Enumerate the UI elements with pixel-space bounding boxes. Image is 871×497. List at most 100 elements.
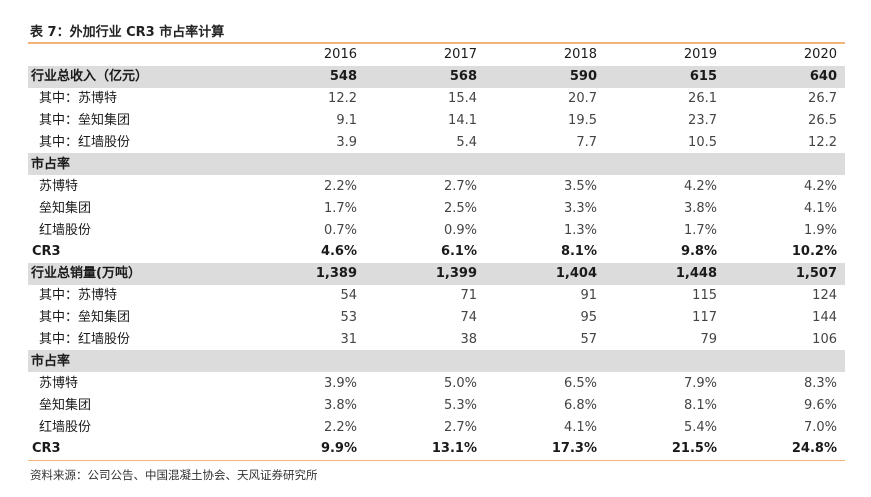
total-row: CR3 9.9% 13.1% 17.3% 21.5% 24.8% (28, 438, 845, 460)
value-cell: 1.3% (563, 222, 597, 238)
row-label: 垒知集团 (39, 397, 92, 413)
row-label: 行业总销量(万吨） (28, 262, 245, 285)
table-row: 其中：苏博特 12.2 15.4 20.7 26.1 26.7 (28, 88, 845, 110)
year-header: 2016 (323, 47, 357, 63)
value-cell: 1.7% (323, 200, 357, 216)
table-row: 红墙股份 2.2% 2.7% 4.1% 5.4% 7.0% (28, 416, 845, 438)
table-row: 红墙股份 0.7% 0.9% 1.3% 1.7% 1.9% (28, 219, 845, 241)
value-cell: 4.1% (803, 200, 837, 216)
header-row: 2016 2017 2018 2019 2020 (28, 44, 845, 66)
value-cell: 9.8% (680, 244, 717, 260)
value-cell: 54 (340, 288, 357, 304)
value-cell: 5.4% (683, 419, 717, 435)
value-cell: 2.5% (443, 200, 477, 216)
value-cell: 590 (485, 65, 605, 88)
value-cell: 14.1 (448, 113, 477, 129)
value-cell: 4.2% (803, 178, 837, 194)
value-cell: 1.9% (803, 222, 837, 238)
row-label: 其中：垒知集团 (39, 310, 131, 326)
value-cell: 3.9 (336, 135, 357, 150)
row-label: 苏博特 (39, 178, 79, 194)
value-cell: 31 (340, 332, 357, 348)
value-cell: 640 (725, 65, 845, 88)
value-cell: 12.2 (808, 135, 837, 150)
value-cell: 3.5% (563, 178, 597, 194)
value-cell (725, 153, 845, 176)
row-label: 其中：红墙股份 (39, 332, 131, 348)
value-cell: 24.8% (791, 441, 837, 457)
row-label: 其中：红墙股份 (39, 135, 131, 150)
value-cell: 8.1% (683, 397, 717, 413)
value-cell: 91 (580, 288, 597, 304)
table-row: 其中：红墙股份 31 38 57 79 106 (28, 329, 845, 351)
row-label: 行业总收入（亿元） (28, 65, 245, 88)
value-cell: 548 (245, 65, 365, 88)
table-title: 表 7：外加行业 CR3 市占率计算 (30, 25, 225, 40)
row-label: 苏博特 (39, 375, 79, 391)
year-header: 2020 (803, 47, 837, 63)
value-cell: 0.7% (323, 222, 357, 238)
row-label: CR3 (32, 441, 61, 457)
value-cell: 0.9% (443, 222, 477, 238)
row-label: CR3 (32, 244, 61, 260)
value-cell: 9.1 (336, 113, 357, 129)
source-note: 资料来源：公司公告、中国混凝土协会、天风证券研究所 (30, 468, 318, 482)
value-cell: 26.7 (808, 91, 837, 107)
value-cell: 2.2% (323, 419, 357, 435)
row-label: 市占率 (28, 350, 245, 373)
value-cell: 10.5 (688, 135, 717, 150)
value-cell: 3.8% (683, 200, 717, 216)
value-cell: 3.8% (323, 397, 357, 413)
value-cell: 71 (460, 288, 477, 304)
value-cell: 15.4 (448, 91, 477, 107)
value-cell: 26.5 (808, 113, 837, 129)
value-cell (245, 153, 365, 176)
value-cell: 1.7% (683, 222, 717, 238)
value-cell: 1,448 (605, 262, 725, 285)
value-cell: 4.2% (683, 178, 717, 194)
value-cell: 117 (692, 310, 717, 326)
value-cell: 5.3% (443, 397, 477, 413)
value-cell: 13.1% (431, 441, 477, 457)
value-cell (725, 350, 845, 373)
value-cell (605, 350, 725, 373)
data-table: 2016 2017 2018 2019 2020 行业总收入（亿元） 548 568… (28, 44, 845, 460)
year-header: 2018 (563, 47, 597, 63)
value-cell: 1,404 (485, 262, 605, 285)
value-cell (605, 153, 725, 176)
value-cell: 9.6% (803, 397, 837, 413)
value-cell: 1,399 (365, 262, 485, 285)
value-cell: 10.2% (791, 244, 837, 260)
value-cell: 7.9% (683, 375, 717, 391)
section-row: 市占率 (28, 153, 845, 176)
table-row: 苏博特 3.9% 5.0% 6.5% 7.9% 8.3% (28, 372, 845, 394)
value-cell: 74 (460, 310, 477, 326)
value-cell (485, 153, 605, 176)
value-cell: 19.5 (568, 113, 597, 129)
value-cell: 106 (812, 332, 837, 348)
value-cell: 38 (460, 332, 477, 348)
value-cell: 7.0% (803, 419, 837, 435)
section-row: 行业总销量(万吨） 1,389 1,399 1,404 1,448 1,507 (28, 262, 845, 285)
value-cell: 9.9% (320, 441, 357, 457)
value-cell: 8.1% (560, 244, 597, 260)
value-cell: 53 (340, 310, 357, 326)
value-cell: 6.1% (440, 244, 477, 260)
value-cell: 20.7 (568, 91, 597, 107)
value-cell: 57 (580, 332, 597, 348)
value-cell (485, 350, 605, 373)
table-row: 垒知集团 3.8% 5.3% 6.8% 8.1% 9.6% (28, 394, 845, 416)
value-cell: 3.3% (563, 200, 597, 216)
value-cell: 95 (580, 310, 597, 326)
value-cell: 5.0% (443, 375, 477, 391)
value-cell: 124 (812, 288, 837, 304)
value-cell: 8.3% (803, 375, 837, 391)
table-row: 其中：红墙股份 3.9 5.4 7.7 10.5 12.2 (28, 132, 845, 154)
value-cell: 79 (700, 332, 717, 348)
header-blank-cell (28, 44, 245, 66)
value-cell: 3.9% (323, 375, 357, 391)
value-cell: 7.7 (576, 135, 597, 150)
value-cell: 17.3% (551, 441, 597, 457)
table-row: 其中：垒知集团 9.1 14.1 19.5 23.7 26.5 (28, 110, 845, 132)
row-label: 其中：苏博特 (39, 288, 118, 304)
